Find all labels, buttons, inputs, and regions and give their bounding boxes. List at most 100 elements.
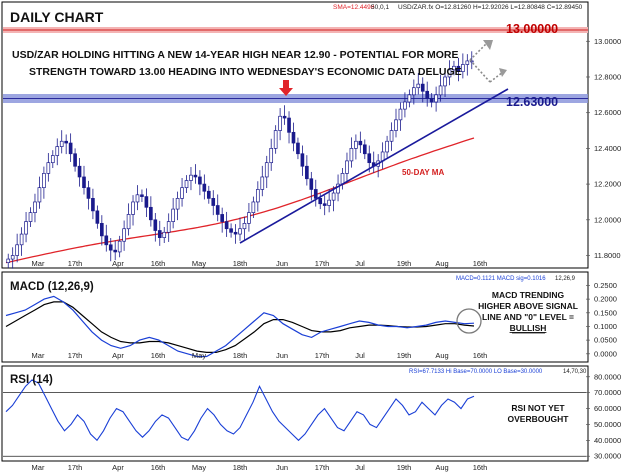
rsi-readout: RSI=67.7133 Hi Base=70.0000 LO Base=30.0…	[409, 369, 543, 375]
candle-body	[100, 223, 104, 237]
candle-body	[264, 162, 269, 178]
candle-body	[19, 233, 24, 246]
candle-body	[113, 249, 118, 253]
macd-tick-label: 0.0500	[594, 336, 617, 345]
macd-readout: MACD=0.1121 MACD sig=0.1016	[456, 276, 546, 282]
candle-body	[135, 194, 140, 203]
macd-note-line-2: HIGHER ABOVE SIGNAL	[478, 301, 578, 311]
macd-note-line-3: LINE AND "0" LEVEL =	[482, 312, 574, 322]
rsi-note-line-1: RSI NOT YET	[511, 403, 565, 413]
candle-body	[340, 173, 345, 185]
candle-body	[202, 183, 207, 192]
candle-body	[86, 187, 91, 199]
candle-body	[42, 173, 46, 189]
x-tick-label: 16th	[473, 259, 488, 268]
projection-arrowhead-right	[499, 68, 507, 77]
candle-body	[211, 198, 216, 206]
candle-body	[104, 235, 109, 246]
candle-body	[394, 119, 398, 131]
candle-body	[447, 69, 452, 78]
x-tick-label: 17th	[68, 463, 83, 472]
macd-note-line-4: BULLISH	[510, 323, 547, 333]
candle-body	[309, 178, 314, 190]
macd-axis: 0.2500 0.2000 0.1500 0.1000 0.0500 0.0000	[586, 281, 617, 358]
x-tick-label: Apr	[112, 351, 124, 360]
candle-body	[242, 223, 247, 230]
candle-body	[6, 258, 11, 263]
x-tick-label: 16th	[151, 259, 166, 268]
x-tick-label: 19th	[397, 463, 412, 472]
price-tick-label: 11.8000	[594, 251, 621, 260]
candle-body	[398, 108, 403, 121]
headline-line-1: USD/ZAR HOLDING HITTING A NEW 14-YEAR HI…	[12, 49, 458, 61]
ohlc-readout: USD/ZAR.fx O=12.81260 H=12.92026 L=12.80…	[398, 4, 583, 11]
candle-body	[318, 198, 323, 205]
price-tick-label: 12.6000	[594, 108, 621, 117]
candle-body	[358, 140, 363, 146]
x-tick-label: 17th	[68, 259, 83, 268]
rsi-tick-label: 40.0000	[594, 436, 621, 445]
x-tick-label: 18th	[233, 463, 248, 472]
projection-arrowhead-up	[483, 40, 493, 50]
x-tick-label: 17th	[315, 351, 330, 360]
candle-body	[144, 196, 149, 208]
rsi-note-line-2: OVERBOUGHT	[508, 414, 570, 424]
candle-body	[313, 189, 318, 199]
candle-body	[189, 174, 193, 181]
candle-body	[278, 115, 282, 131]
candle-body	[59, 140, 64, 147]
candle-body	[220, 214, 224, 222]
candle-body	[108, 244, 113, 251]
candle-body	[153, 219, 158, 231]
candle-body	[425, 90, 430, 99]
candle-body	[385, 140, 389, 153]
candle-body	[287, 117, 291, 133]
price-axis: 13.0000 12.8000 12.6000 12.4000 12.2000 12.00…	[586, 37, 621, 260]
price-tick-label: 12.8000	[594, 72, 621, 81]
macd-panel	[1, 271, 589, 363]
x-tick-label: 19th	[397, 351, 412, 360]
candle-body	[15, 244, 19, 256]
projection-arrows-icon	[469, 43, 504, 83]
rsi-lines-layer	[5, 379, 475, 442]
candle-body	[229, 228, 233, 233]
x-tick-label: 16th	[473, 463, 488, 472]
candle-body	[180, 187, 184, 199]
x-tick-label: Jun	[276, 463, 288, 472]
candle-body	[64, 140, 68, 144]
macd-tick-label: 0.1000	[594, 322, 617, 331]
candle-body	[33, 201, 37, 214]
sma-params: 50,0,1	[371, 4, 389, 11]
candle-body	[438, 85, 443, 96]
candle-body	[349, 148, 354, 162]
candle-body	[171, 208, 175, 222]
candles-layer	[6, 51, 474, 269]
price-tick-label: 13.0000	[594, 37, 621, 46]
candle-body	[77, 165, 82, 178]
candle-body	[157, 230, 162, 239]
candle-body	[407, 94, 412, 103]
candle-body	[122, 228, 126, 242]
candle-body	[73, 153, 77, 167]
candle-body	[434, 94, 438, 103]
candle-body	[354, 140, 358, 149]
candle-body	[465, 60, 470, 65]
candle-body	[251, 201, 256, 214]
macd-tick-label: 0.2000	[594, 295, 617, 304]
candle-body	[24, 221, 28, 235]
x-tick-label: May	[192, 259, 206, 268]
x-tick-label: Mar	[32, 351, 45, 360]
rsi-params: 14,70,30	[563, 369, 587, 375]
candle-body	[166, 221, 171, 233]
rsi-tick-label: 70.0000	[594, 388, 621, 397]
macd-note-line-1: MACD TRENDING	[492, 290, 565, 300]
candle-body	[55, 146, 60, 156]
x-tick-label: 18th	[233, 351, 248, 360]
down-arrow-icon	[279, 80, 293, 96]
headline-line-2: STRENGTH TOWARD 13.00 HEADING INTO WEDNE…	[29, 66, 462, 78]
candle-body	[331, 192, 336, 201]
candle-body	[269, 148, 274, 164]
candle-body	[345, 160, 349, 174]
